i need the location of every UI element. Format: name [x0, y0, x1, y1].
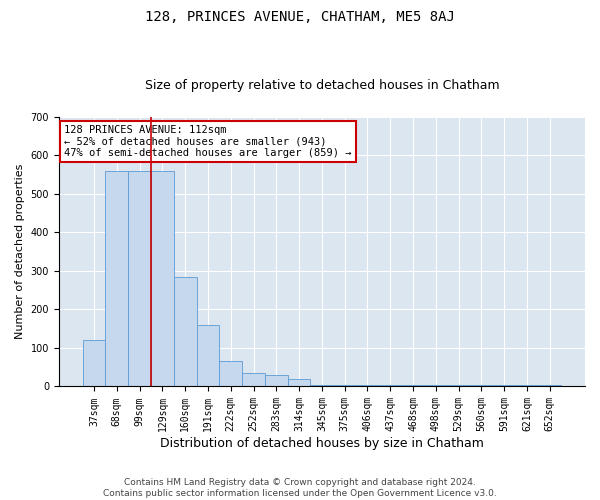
Bar — [333, 384, 356, 386]
Y-axis label: Number of detached properties: Number of detached properties — [15, 164, 25, 340]
Bar — [493, 384, 515, 386]
Text: Contains HM Land Registry data © Crown copyright and database right 2024.
Contai: Contains HM Land Registry data © Crown c… — [103, 478, 497, 498]
Text: 128, PRINCES AVENUE, CHATHAM, ME5 8AJ: 128, PRINCES AVENUE, CHATHAM, ME5 8AJ — [145, 10, 455, 24]
Bar — [310, 384, 333, 386]
Bar — [265, 375, 288, 386]
Bar — [151, 170, 174, 386]
Bar — [538, 384, 561, 386]
Title: Size of property relative to detached houses in Chatham: Size of property relative to detached ho… — [145, 79, 499, 92]
Bar — [83, 340, 106, 386]
Bar — [424, 384, 447, 386]
Bar — [288, 379, 310, 386]
Bar — [220, 362, 242, 386]
Bar — [174, 276, 197, 386]
X-axis label: Distribution of detached houses by size in Chatham: Distribution of detached houses by size … — [160, 437, 484, 450]
Bar — [447, 384, 470, 386]
Bar — [242, 373, 265, 386]
Bar — [515, 384, 538, 386]
Bar — [128, 170, 151, 386]
Bar — [197, 325, 220, 386]
Bar — [401, 384, 424, 386]
Bar — [470, 384, 493, 386]
Text: 128 PRINCES AVENUE: 112sqm
← 52% of detached houses are smaller (943)
47% of sem: 128 PRINCES AVENUE: 112sqm ← 52% of deta… — [64, 125, 352, 158]
Bar — [379, 384, 401, 386]
Bar — [106, 170, 128, 386]
Bar — [356, 384, 379, 386]
